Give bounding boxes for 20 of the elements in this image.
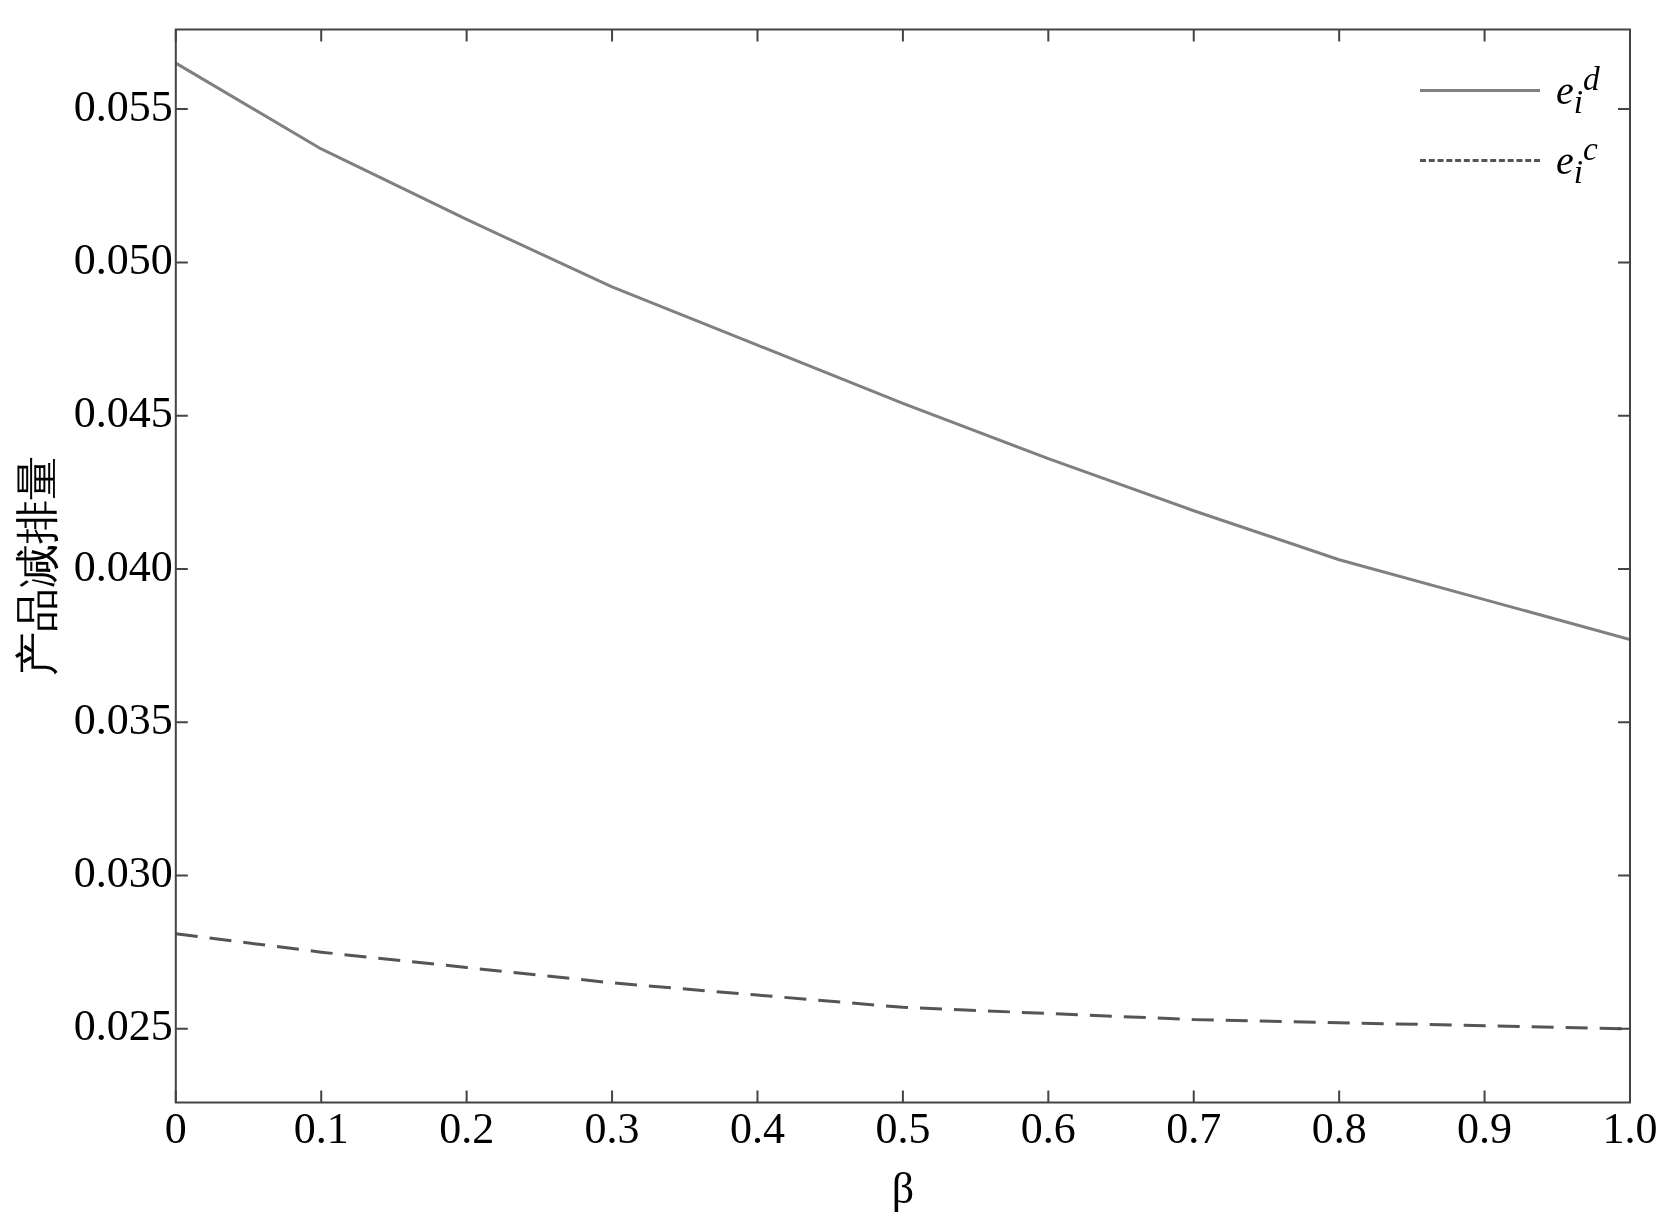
y-tick-label: 0.055	[73, 81, 173, 131]
y-tick-label: 0.035	[73, 694, 173, 744]
x-tick-label: 0.7	[1166, 1104, 1222, 1154]
x-tick-label: 0.2	[439, 1104, 495, 1154]
y-tick-label: 0.050	[73, 234, 173, 284]
x-tick-label: 0.6	[1020, 1104, 1076, 1154]
y-axis-title: 产品减排量	[12, 455, 62, 676]
y-tick-label: 0.045	[73, 388, 173, 438]
x-tick-label: 0	[164, 1104, 187, 1154]
x-axis-title: β	[891, 1164, 915, 1214]
y-tick-label: 0.030	[73, 848, 173, 898]
x-tick-label: 0.5	[875, 1104, 931, 1154]
x-tick-label: 0.8	[1311, 1104, 1367, 1154]
y-tick-label: 0.040	[73, 541, 173, 591]
x-tick-label: 1.0	[1602, 1104, 1658, 1154]
x-tick-label: 0.1	[293, 1104, 349, 1154]
x-tick-label: 0.9	[1457, 1104, 1513, 1154]
x-tick-label: 0.4	[729, 1104, 785, 1154]
y-tick-label: 0.025	[73, 1001, 173, 1051]
x-tick-label: 0.3	[584, 1104, 640, 1154]
